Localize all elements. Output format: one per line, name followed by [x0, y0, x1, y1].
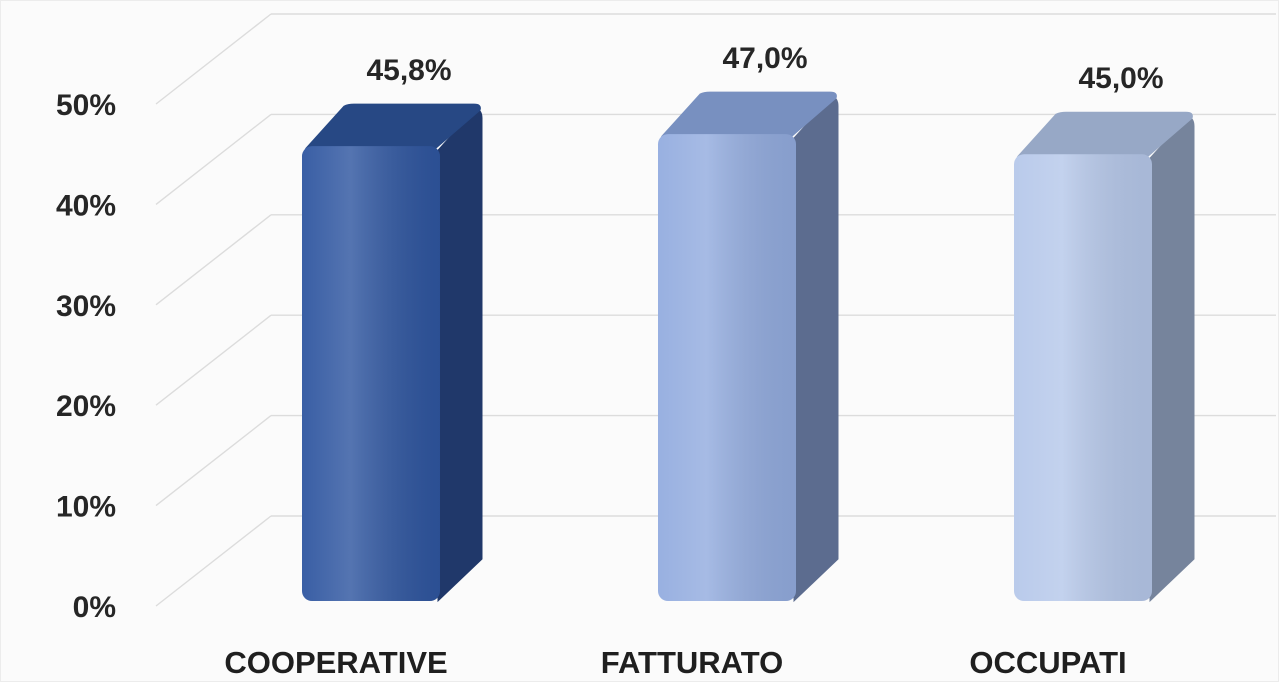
label-layer: 0% 10% 20% 30% 40% 50% 45,8% COOPERATIVE 47,0% FA… — [56, 42, 1164, 680]
gridline-depth — [155, 214, 272, 306]
y-tick-label: 10% — [56, 491, 116, 524]
gridline-depth — [155, 13, 272, 105]
gridline-depth — [155, 515, 272, 607]
bar-sheen — [658, 134, 796, 601]
y-tick-label: 50% — [56, 89, 116, 122]
bar-sheen — [302, 146, 440, 601]
x-category-label: OCCUPATI — [969, 645, 1126, 680]
bar-side — [793, 95, 839, 603]
gridline-depth — [155, 314, 272, 406]
bar-top — [304, 103, 481, 149]
bar-top — [660, 91, 837, 137]
x-category-label: FATTURATO — [601, 645, 784, 680]
y-tick-label: 20% — [56, 390, 116, 423]
gridline-depth — [155, 415, 272, 507]
bar-sheen — [1014, 154, 1152, 601]
bar-side — [437, 107, 483, 603]
bar-cooperative — [302, 103, 483, 603]
bar-top — [1016, 111, 1193, 157]
gridline-depth — [155, 113, 272, 205]
y-tick-label: 30% — [56, 290, 116, 323]
bar-side — [1149, 115, 1195, 603]
bar-layer — [302, 91, 1195, 603]
data-label: 45,0% — [1078, 62, 1163, 95]
bar-fatturato — [658, 91, 839, 603]
bar-occupati — [1014, 111, 1195, 603]
y-tick-label: 0% — [73, 591, 116, 624]
data-label: 47,0% — [722, 42, 807, 75]
data-label: 45,8% — [366, 54, 451, 87]
y-tick-label: 40% — [56, 189, 116, 222]
x-category-label: COOPERATIVE — [224, 645, 447, 680]
